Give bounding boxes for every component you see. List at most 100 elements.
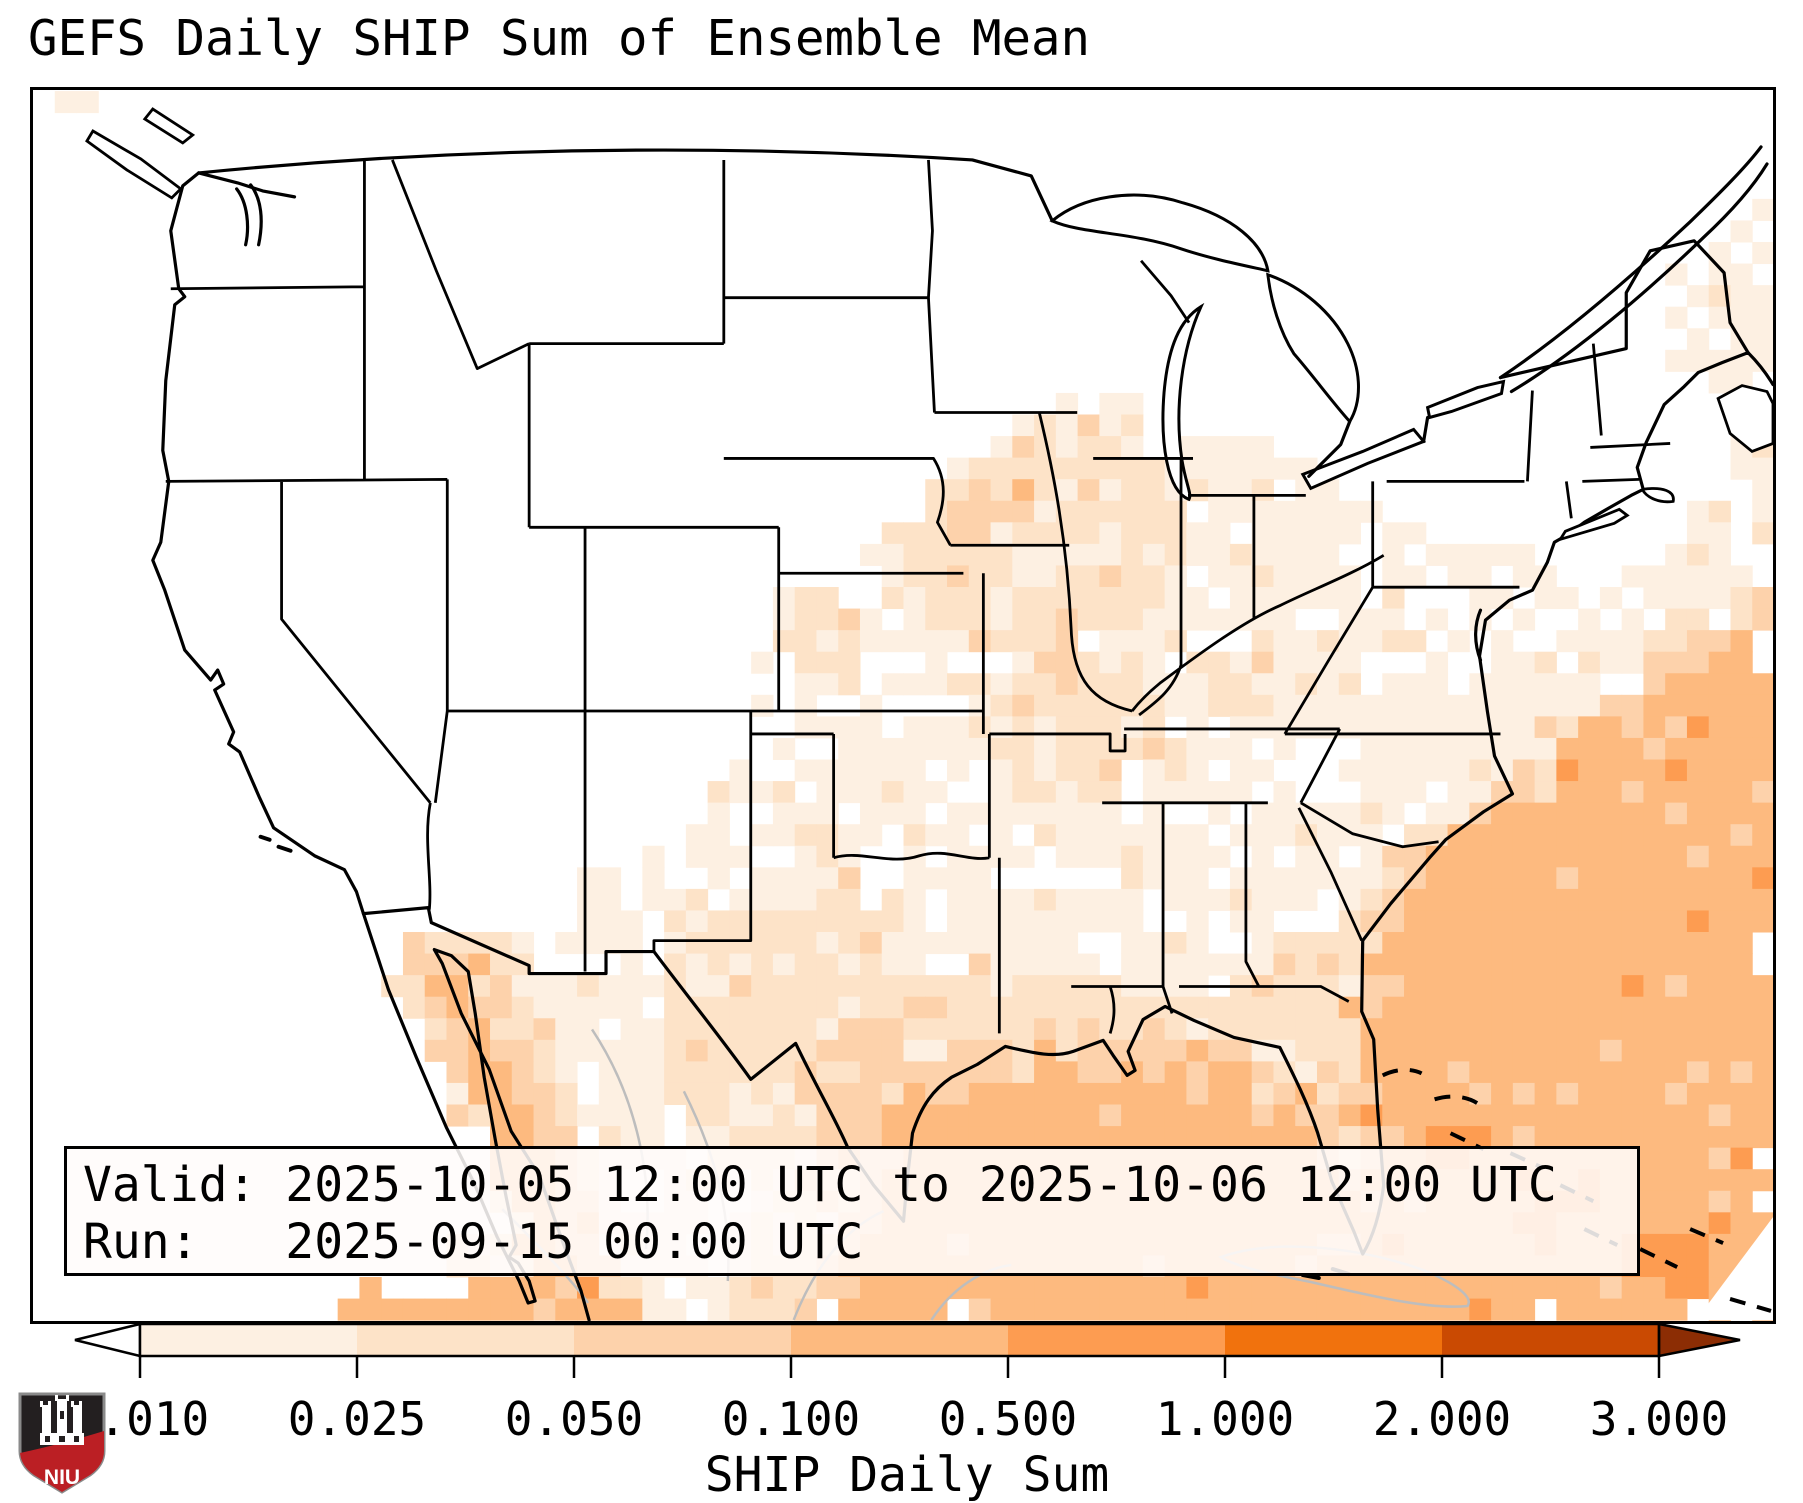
- heat-cell: [598, 1104, 622, 1127]
- heat-cell: [1295, 1061, 1318, 1084]
- heat-cell: [1512, 867, 1536, 890]
- heat-cell: [1643, 1082, 1666, 1106]
- heat-cell: [1730, 781, 1753, 804]
- heat-cell: [598, 867, 622, 890]
- heat-cell: [1599, 867, 1623, 890]
- heat-cell: [1142, 587, 1166, 610]
- heat-cell: [1360, 1061, 1383, 1084]
- heat-cell: [1012, 910, 1035, 933]
- heat-cell: [968, 1104, 992, 1127]
- heat-cell: [1512, 1104, 1536, 1127]
- heat-cell: [1491, 673, 1514, 696]
- heat-cell: [1121, 1082, 1144, 1106]
- lake-huron: [1266, 272, 1360, 424]
- heat-cell: [1404, 888, 1427, 911]
- heat-cell: [468, 1298, 491, 1321]
- heat-cell: [1229, 824, 1253, 847]
- heat-cell: [1121, 953, 1144, 976]
- conus-map: [54, 91, 1773, 1321]
- heat-cell: [1425, 694, 1449, 717]
- heat-cell: [1338, 1126, 1362, 1149]
- heat-cell: [729, 1061, 752, 1084]
- heat-cell: [1578, 1018, 1601, 1041]
- heat-cell: [1295, 1018, 1318, 1041]
- heat-cell: [1404, 1126, 1427, 1149]
- heat-cell: [838, 888, 861, 911]
- heat-cell: [1099, 630, 1122, 653]
- heat-cell: [1121, 608, 1144, 631]
- map-frame: [30, 87, 1776, 1324]
- heat-cell: [1099, 1061, 1122, 1084]
- heat-cell: [1012, 1082, 1035, 1106]
- heat-cell: [1730, 867, 1753, 890]
- heat-cell: [1686, 1039, 1710, 1062]
- heat-cell: [1338, 1298, 1362, 1321]
- heat-cell: [1034, 1277, 1057, 1300]
- heat-cell: [1643, 1169, 1666, 1192]
- heat-cell: [1425, 1039, 1449, 1062]
- heat-cell: [1034, 1298, 1057, 1321]
- heat-cell: [968, 1126, 992, 1149]
- heat-cell: [1708, 1147, 1731, 1170]
- heat-cell: [1012, 500, 1035, 523]
- heat-cell: [1034, 673, 1057, 696]
- lake-michigan: [1161, 302, 1205, 502]
- heat-cell: [1012, 1061, 1035, 1084]
- heat-cell: [816, 651, 839, 674]
- heat-cell: [685, 1277, 709, 1300]
- heat-cell: [751, 867, 774, 890]
- heat-cell: [968, 932, 992, 955]
- niu-castle-windows: [45, 1411, 79, 1442]
- heat-cell: [1491, 888, 1514, 911]
- heat-cell: [794, 845, 817, 868]
- heat-cell: [1338, 673, 1362, 696]
- heat-cell: [1360, 1082, 1383, 1106]
- heat-cell: [620, 1298, 643, 1321]
- heat-cell: [1599, 759, 1623, 782]
- heat-cell: [838, 781, 861, 804]
- heat-cell: [1208, 781, 1231, 804]
- heatmap-cells: [54, 91, 1773, 1321]
- heat-cell: [1229, 1018, 1253, 1041]
- heat-cell: [1164, 1018, 1187, 1041]
- heat-cell: [620, 1277, 643, 1300]
- heat-cell: [1012, 630, 1035, 653]
- heat-cell: [1708, 1104, 1731, 1127]
- heat-cell: [1055, 414, 1079, 437]
- heat-cell: [990, 608, 1013, 631]
- heat-cell: [903, 932, 926, 955]
- heat-cell: [903, 867, 926, 890]
- heat-cell: [1012, 565, 1035, 588]
- heat-cell: [1055, 543, 1079, 566]
- heat-cell: [881, 996, 904, 1019]
- heat-cell: [1273, 1126, 1296, 1149]
- heat-cell: [1404, 1104, 1427, 1127]
- heat-cell: [1077, 802, 1100, 825]
- st-lawrence: [1498, 145, 1769, 394]
- heat-cell: [1099, 759, 1122, 782]
- heat-cell: [1208, 802, 1231, 825]
- heat-cell: [1425, 888, 1449, 911]
- heat-cell: [1404, 932, 1427, 955]
- heat-cell: [1077, 953, 1100, 976]
- heat-cell: [751, 824, 774, 847]
- heat-cell: [1186, 910, 1209, 933]
- heat-cell: [1121, 1277, 1144, 1300]
- heat-cell: [794, 1082, 817, 1106]
- heat-cell: [1578, 867, 1601, 890]
- heat-cell: [1578, 1126, 1601, 1149]
- heat-cell: [1425, 737, 1449, 761]
- heat-cell: [729, 910, 752, 933]
- heat-cell: [1621, 1277, 1644, 1300]
- heat-cell: [1665, 543, 1688, 566]
- heat-cell: [1229, 1126, 1253, 1149]
- heat-cell: [1208, 1126, 1231, 1149]
- heat-cell: [1121, 1018, 1144, 1041]
- heat-cell: [1099, 414, 1122, 437]
- heat-cell: [1752, 241, 1773, 265]
- heat-cell: [1208, 694, 1231, 717]
- heat-cell: [1186, 1039, 1209, 1062]
- heat-cell: [1295, 522, 1318, 545]
- heat-cell: [1708, 241, 1731, 265]
- heat-cell: [1491, 1018, 1514, 1041]
